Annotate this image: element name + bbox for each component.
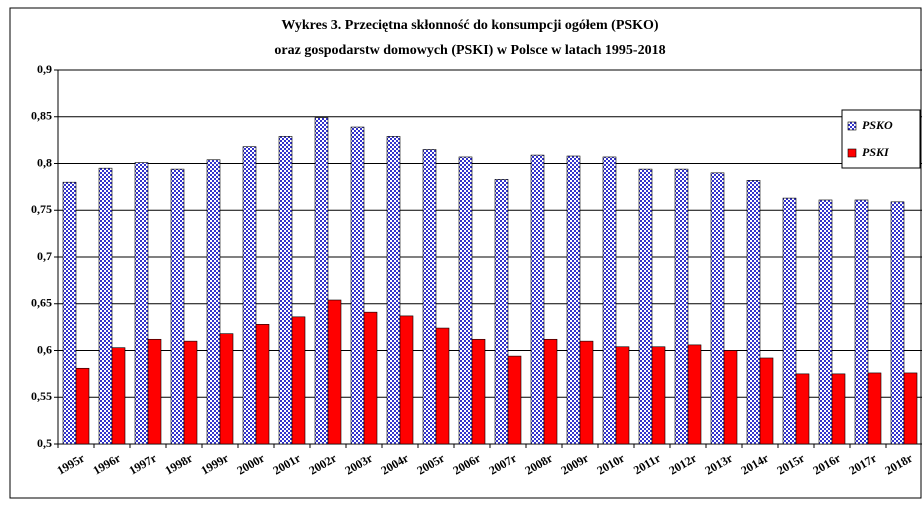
bar [255,324,270,445]
bar [147,338,162,445]
bar [242,146,257,445]
bar [471,338,486,445]
bar [98,167,113,445]
bar [494,179,509,445]
bar [530,154,545,445]
bar [327,299,342,445]
bar [291,316,306,445]
bar [170,168,185,445]
y-tick-label: 0,9 [37,62,52,76]
bar [579,340,594,445]
bar [435,327,450,445]
bar [818,199,833,445]
legend-swatch [847,148,857,158]
bar [890,201,905,445]
bar [507,355,522,445]
bar [399,315,414,445]
bar [638,168,653,445]
y-tick-label: 0,65 [31,296,52,310]
bar [134,162,149,445]
y-tick-label: 0,6 [37,342,52,356]
bar [710,172,725,445]
bar [831,373,846,445]
bar [795,373,810,445]
bar [687,344,702,445]
bar [854,199,869,445]
bar [111,347,126,445]
y-tick-label: 0,55 [31,389,52,403]
y-tick-label: 0,85 [31,109,52,123]
bar [867,372,882,445]
y-tick-label: 0,5 [37,436,52,450]
legend-label: PSKI [862,145,890,159]
bar [422,149,437,445]
bar [350,126,365,445]
bar [206,159,221,445]
bar [651,346,666,445]
legend-label: PSKO [862,118,893,132]
bar [782,197,797,445]
y-tick-label: 0,7 [37,249,52,263]
bar [62,181,77,445]
chart-title: Wykres 3. Przeciętna skłonność do konsum… [281,18,659,33]
y-tick-label: 0,8 [37,155,52,169]
bar [543,338,558,445]
chart-title: oraz gospodarstw domowych (PSKI) w Polsc… [274,43,665,58]
bar [458,156,473,445]
bar [278,136,293,445]
bar [615,346,630,445]
bar [386,136,401,445]
bar [746,180,761,445]
bar [566,155,581,445]
bar [674,168,689,445]
bar [602,156,617,445]
y-tick-label: 0,75 [31,202,52,216]
legend-swatch [847,121,857,131]
bar [183,340,198,445]
bar [314,117,329,445]
bar [759,357,774,445]
bar [363,311,378,445]
bar [219,333,234,445]
bar [903,372,918,445]
legend-box [841,109,921,169]
bar [723,350,738,445]
bar [75,367,90,445]
